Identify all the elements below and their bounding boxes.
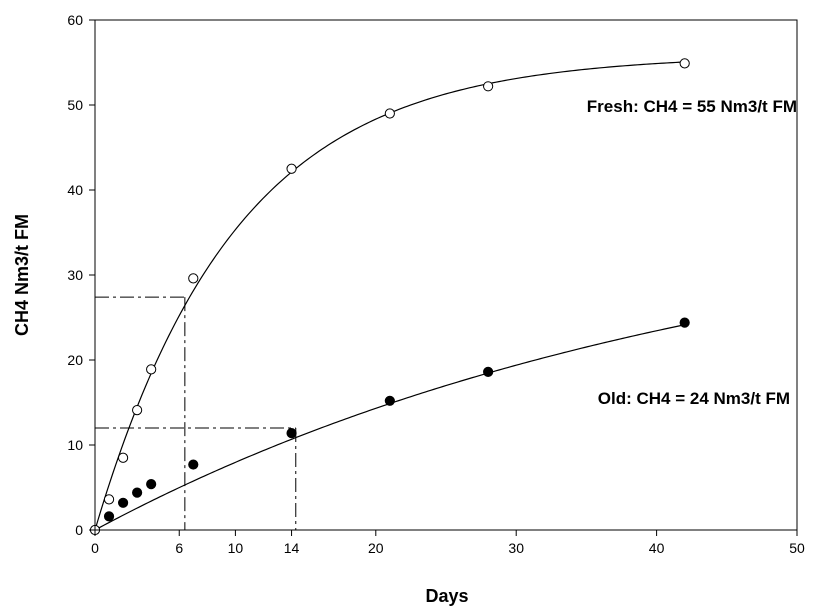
annotation-old: Old: CH4 = 24 Nm3/t FM — [598, 389, 790, 408]
data-point-series-1 — [679, 317, 690, 328]
data-point-series-0 — [679, 58, 690, 69]
data-point-series-0 — [146, 364, 157, 375]
x-axis-title: Days — [425, 586, 468, 606]
data-point-series-0 — [103, 494, 115, 505]
x-tick-label: 14 — [284, 540, 300, 556]
x-axis-ticks: 0 6 10 14 20 30 40 50 — [91, 530, 805, 556]
data-point-series-1 — [132, 487, 143, 498]
x-tick-label: 20 — [368, 540, 384, 556]
data-point-series-0 — [188, 273, 199, 284]
data-point-series-1 — [384, 395, 395, 406]
data-point-series-0 — [117, 452, 129, 463]
reference-lines — [95, 296, 297, 530]
data-point-series-1 — [483, 366, 494, 377]
data-points — [89, 58, 690, 536]
data-point-series-1 — [146, 479, 157, 490]
y-axis-title: CH4 Nm3/t FM — [12, 214, 32, 336]
data-point-series-1 — [117, 497, 129, 508]
fit-curve-series-0 — [94, 61, 685, 531]
annotation-fresh: Fresh: CH4 = 55 Nm3/t FM — [587, 97, 797, 116]
y-tick-label: 0 — [75, 522, 83, 538]
data-point-series-0 — [384, 108, 395, 119]
y-tick-label: 20 — [67, 352, 83, 368]
data-point-series-0 — [286, 163, 297, 174]
y-tick-label: 30 — [67, 267, 83, 283]
x-tick-label: 50 — [789, 540, 805, 556]
data-point-series-1 — [103, 511, 115, 522]
y-tick-label: 50 — [67, 97, 83, 113]
data-point-series-1 — [286, 428, 297, 439]
y-tick-label: 60 — [67, 12, 83, 28]
y-tick-label: 10 — [67, 437, 83, 453]
y-axis-ticks: 0 10 20 30 40 50 60 — [67, 12, 95, 538]
data-point-series-1 — [188, 459, 199, 470]
x-tick-label: 6 — [175, 540, 183, 556]
data-point-series-0 — [483, 81, 494, 92]
fit-curve-series-1 — [94, 324, 685, 531]
y-tick-label: 40 — [67, 182, 83, 198]
x-tick-label: 10 — [228, 540, 244, 556]
fit-curves — [94, 61, 685, 531]
x-tick-label: 40 — [649, 540, 665, 556]
x-tick-label: 0 — [91, 540, 99, 556]
x-tick-label: 30 — [508, 540, 524, 556]
data-point-series-0 — [132, 405, 143, 416]
